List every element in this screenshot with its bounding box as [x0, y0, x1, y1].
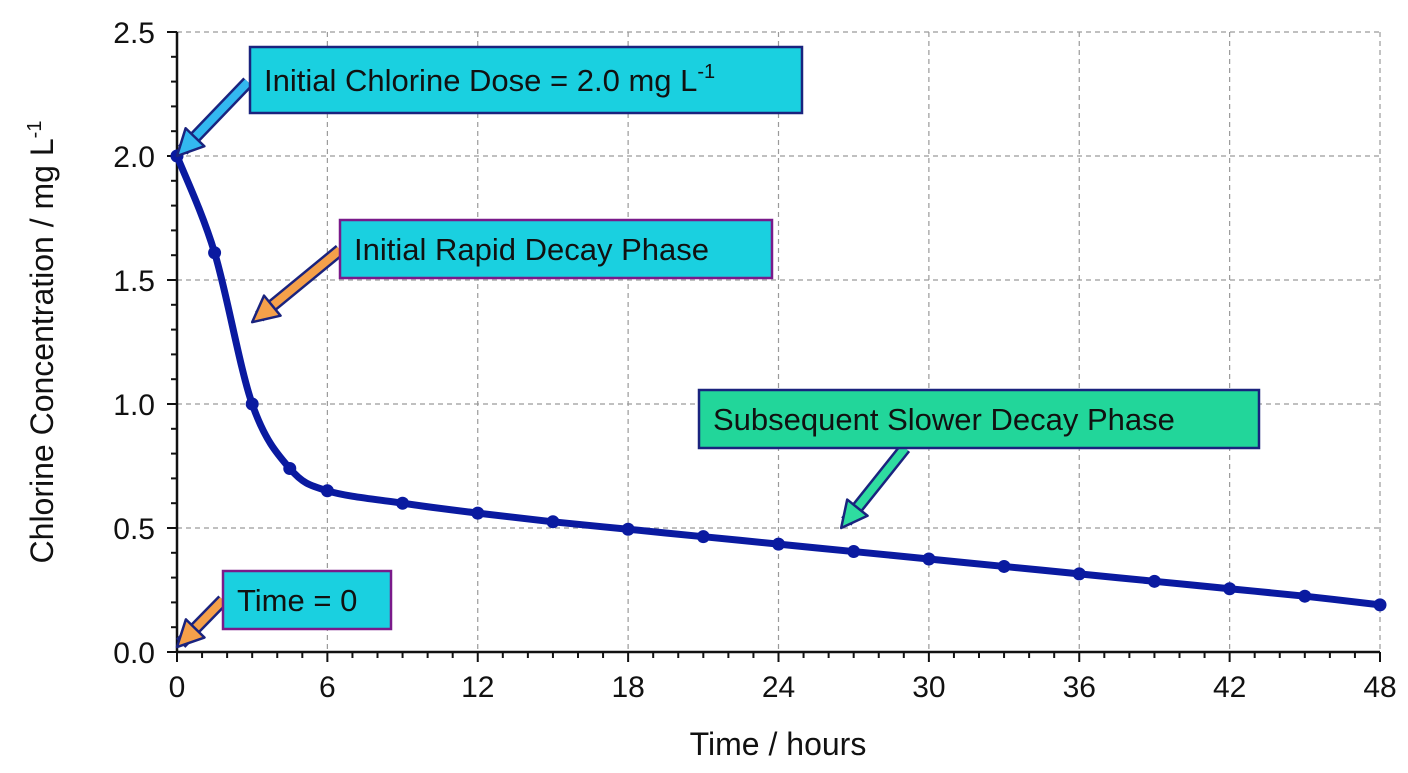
data-point: [1223, 582, 1237, 596]
callout-label-main: Time = 0: [237, 583, 357, 618]
y-tick-label: 1.0: [113, 389, 155, 422]
series: [170, 149, 1387, 612]
x-tick-label: 42: [1213, 671, 1246, 704]
x-tick-label: 30: [912, 671, 945, 704]
data-point: [997, 559, 1011, 573]
y-axis-title-superscript: -1: [24, 121, 46, 139]
callout-arrowhead: [175, 126, 206, 158]
callout-arrowhead: [175, 618, 206, 649]
x-tick-label: 18: [611, 671, 644, 704]
callout-box: [248, 45, 804, 115]
x-tick-label: 36: [1063, 671, 1096, 704]
x-tick-label: 12: [461, 671, 494, 704]
y-tick-label: 0.5: [113, 513, 155, 546]
data-point: [283, 461, 297, 475]
grid: [177, 31, 1381, 652]
x-tick-label: 6: [319, 671, 336, 704]
data-point: [1298, 589, 1312, 603]
data-point: [1373, 598, 1387, 612]
callout-label-main: Initial Chlorine Dose = 2.0 mg L: [264, 63, 697, 98]
callout-label: Subsequent Slower Decay Phase: [713, 402, 1175, 437]
data-point: [696, 530, 710, 544]
y-axis-title-main: Chlorine Concentration / mg L: [24, 138, 60, 563]
data-point: [245, 397, 259, 411]
data-point: [396, 496, 410, 510]
y-tick-label: 1.5: [113, 265, 155, 298]
data-point: [922, 552, 936, 566]
callout-label: Time = 0: [237, 583, 357, 618]
callout-box: [338, 218, 774, 280]
ticks: 0.0 0.5 1.0 1.5 2.0 2.5 0 6 12 18 24 30 36 42 48: [113, 17, 1396, 704]
y-tick-label: 0.0: [113, 637, 155, 670]
annotations: Initial Chlorine Dose = 2.0 mg L-1Initia…: [175, 45, 1261, 649]
callout: Time = 0: [175, 569, 393, 649]
x-axis-title: Time / hours: [690, 726, 867, 762]
x-tick-label: 48: [1363, 671, 1396, 704]
callout-label: Initial Chlorine Dose = 2.0 mg L-1: [264, 61, 715, 98]
y-axis-title: Chlorine Concentration / mg L-1: [24, 121, 60, 564]
callout: Subsequent Slower Decay Phase: [697, 388, 1261, 530]
data-point: [208, 246, 222, 260]
callout-arrowhead: [250, 294, 282, 324]
callout-box: [697, 388, 1261, 450]
data-point: [1072, 567, 1086, 581]
data-point: [772, 537, 785, 551]
y-tick-label: 2.0: [113, 141, 155, 174]
callout-arrowhead: [839, 498, 869, 530]
callout-label-superscript: -1: [697, 61, 715, 83]
callout-label-main: Initial Rapid Decay Phase: [354, 232, 709, 267]
callout-label-main: Subsequent Slower Decay Phase: [713, 402, 1175, 437]
callout: Initial Chlorine Dose = 2.0 mg L-1: [175, 45, 804, 158]
x-tick-label: 0: [169, 671, 186, 704]
x-tick-label: 24: [762, 671, 795, 704]
data-point: [546, 515, 560, 529]
data-point: [847, 545, 861, 559]
y-tick-label: 2.5: [113, 17, 155, 50]
data-point: [1147, 574, 1161, 588]
data-point: [320, 484, 334, 498]
callout: Initial Rapid Decay Phase: [250, 218, 774, 324]
data-point: [621, 522, 635, 536]
callout-box: [221, 569, 393, 631]
data-point: [471, 506, 485, 520]
callout-label: Initial Rapid Decay Phase: [354, 232, 709, 267]
